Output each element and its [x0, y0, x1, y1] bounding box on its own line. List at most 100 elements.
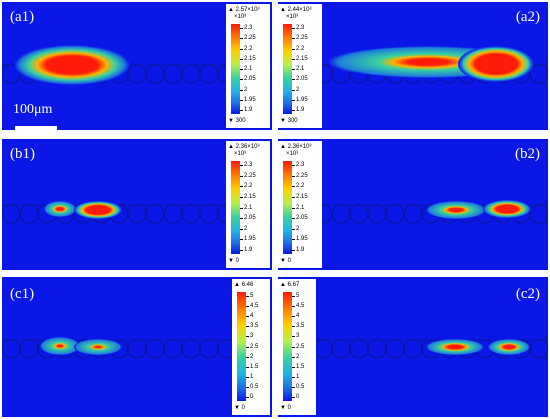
legend-tick-mark	[292, 38, 295, 39]
temperature-field-a2	[278, 46, 548, 84]
legend-tick-mark	[246, 376, 249, 378]
legend-tick-mark	[292, 175, 295, 177]
temperature-field-b2	[278, 200, 548, 224]
legend-tick-mark	[292, 386, 295, 388]
legend-tick-mark	[246, 366, 249, 368]
legend-tick-label: 4.5	[250, 303, 259, 310]
legend-tick-mark	[240, 38, 243, 39]
legend-tick-mark	[240, 250, 243, 251]
scale-bar	[15, 126, 57, 130]
legend-tick-mark	[292, 207, 295, 209]
legend-tick-mark	[292, 28, 295, 29]
legend-tick-label: 2.25	[244, 35, 256, 42]
panel-label-a2: (a2)	[515, 9, 540, 25]
legend-tick-mark	[292, 376, 295, 378]
panel-label-a1: (a1)	[10, 9, 35, 25]
legend-multiplier: ×10³	[234, 14, 247, 20]
legend-tick-label: 2	[296, 353, 300, 360]
legend-tick-label: 2.3	[244, 162, 253, 168]
legend-tick-mark	[240, 28, 243, 29]
legend-multiplier: ×10³	[234, 151, 247, 157]
color-legend-c1: ▲ 6.46 5 4.5 4 3.5 3 2.5 2 1.5 1 0.5 0 ▼ 0	[232, 279, 270, 415]
legend-tick-mark	[292, 239, 295, 240]
legend-tick-label: 2	[250, 353, 254, 360]
legend-tick-label: 2.15	[244, 55, 256, 62]
color-legend-a2: ▲ 2.44×10³ ×10³ 2.3 2.25 2.2 2.15 2.1 2.05 2 1.95…	[278, 4, 322, 128]
panel-label-c2: (c2)	[515, 286, 540, 302]
legend-tick-label: 2.05	[296, 215, 308, 222]
legend-tick-mark	[240, 79, 243, 80]
legend-tick-label: 2.5	[250, 343, 259, 350]
legend-tick-mark	[292, 99, 295, 101]
melt-pool	[488, 339, 530, 355]
legend-tick-mark	[240, 228, 243, 230]
legend-tick-label: 2	[296, 225, 300, 232]
legend-tick-label: 5	[296, 293, 300, 299]
legend-tick-label: 1.9	[244, 247, 253, 253]
panel-label-b2: (b2)	[515, 146, 540, 162]
legend-tick-label: 2.25	[244, 172, 256, 179]
legend-tick-label: 2.05	[244, 215, 256, 222]
color-bar	[231, 24, 240, 114]
melt-pool	[74, 201, 122, 219]
legend-tick-label: 2.2	[244, 183, 253, 190]
legend-min-value: ▼ 0	[228, 258, 239, 264]
melt-pool	[14, 45, 130, 85]
velocity-field-c2	[278, 339, 548, 359]
panel-c2: (c2)	[278, 277, 548, 417]
melt-pool	[40, 337, 80, 355]
legend-max-value: ▲ 2.57×10³	[228, 7, 260, 13]
legend-tick-mark	[292, 196, 295, 198]
legend-tick-label: 2.3	[296, 162, 305, 168]
legend-tick-mark	[246, 356, 249, 358]
legend-tick-label: 1.95	[296, 236, 308, 243]
legend-tick-label: 1.5	[250, 363, 259, 370]
legend-tick-label: 0	[296, 394, 300, 400]
legend-tick-label: 0.5	[250, 383, 259, 390]
legend-tick-label: 0	[250, 394, 254, 400]
legend-tick-mark	[292, 48, 295, 50]
legend-tick-mark	[246, 306, 249, 307]
legend-tick-label: 0.5	[296, 383, 305, 390]
legend-tick-mark	[292, 336, 295, 337]
legend-tick-label: 2.1	[244, 66, 253, 72]
legend-tick-mark	[292, 89, 295, 91]
legend-tick-label: 2.15	[296, 193, 308, 200]
legend-tick-label: 2	[244, 86, 248, 93]
melt-pool	[426, 339, 484, 355]
legend-tick-label: 2.25	[296, 172, 308, 179]
legend-tick-label: 3.5	[250, 323, 259, 330]
color-legend-b1: ▲ 2.36×10³ ×10³ 2.3 2.25 2.2 2.15 2.1 2.05 2 1.95…	[226, 141, 270, 268]
legend-tick-mark	[240, 196, 243, 198]
legend-min-value: ▼ 0	[280, 258, 291, 264]
legend-tick-label: 1	[250, 373, 254, 380]
legend-tick-label: 3	[296, 333, 300, 340]
melt-pool	[74, 339, 122, 355]
legend-tick-label: 2.05	[296, 76, 308, 83]
legend-max-value: ▲ 6.46	[234, 282, 254, 288]
legend-tick-mark	[246, 296, 249, 297]
legend-tick-label: 4	[250, 313, 254, 320]
legend-tick-label: 3	[250, 333, 254, 340]
legend-tick-label: 2.1	[296, 66, 305, 72]
legend-tick-label: 1.95	[244, 96, 256, 103]
legend-tick-label: 2.2	[244, 45, 253, 52]
legend-tick-mark	[292, 250, 295, 251]
legend-tick-mark	[292, 69, 295, 70]
legend-tick-label: 1.95	[296, 96, 308, 103]
melt-pool	[44, 201, 76, 217]
panel-c1: (c1)	[2, 277, 272, 417]
legend-min-value: ▼ 0	[280, 405, 291, 411]
legend-tick-mark	[246, 326, 249, 327]
legend-min-value: ▼ 0	[234, 405, 245, 411]
legend-tick-mark	[292, 58, 295, 60]
legend-tick-mark	[292, 110, 295, 111]
legend-tick-label: 1.95	[244, 236, 256, 243]
legend-tick-label: 1.9	[296, 107, 305, 113]
legend-tick-mark	[240, 69, 243, 70]
legend-tick-mark	[246, 316, 249, 317]
legend-tick-mark	[240, 99, 243, 101]
legend-tick-label: 2	[244, 225, 248, 232]
legend-tick-mark	[240, 218, 243, 219]
color-bar	[237, 292, 246, 401]
